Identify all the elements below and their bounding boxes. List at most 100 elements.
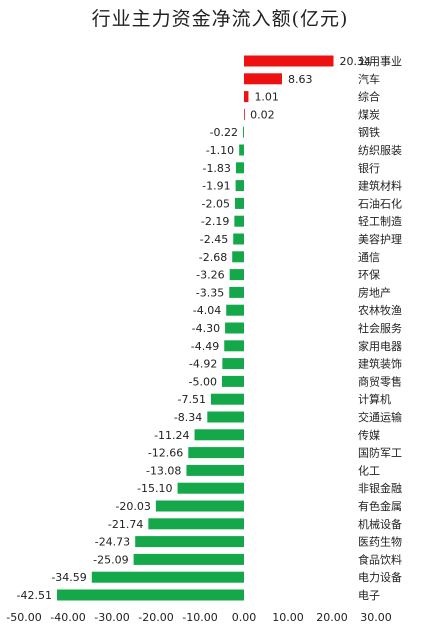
category-label: 环保: [358, 268, 380, 282]
category-label: 石油石化: [358, 196, 402, 210]
category-label: 房地产: [358, 285, 391, 299]
bar: [222, 375, 244, 387]
category-label: 农林牧渔: [358, 303, 402, 317]
category-label: 银行: [358, 161, 380, 175]
x-tick-label: -40.00: [50, 611, 85, 624]
data-label: 0.02: [250, 108, 275, 121]
category-label: 社会服务: [358, 321, 402, 335]
x-tick-label: -20.00: [138, 611, 173, 624]
category-label: 食品饮料: [358, 552, 402, 566]
data-label: -5.00: [189, 375, 217, 388]
bar: [56, 589, 245, 601]
bar: [235, 162, 244, 174]
data-label: -3.35: [196, 286, 224, 299]
category-label: 医药生物: [358, 535, 402, 549]
data-label: -21.74: [108, 518, 143, 531]
bar: [210, 393, 244, 405]
bar: [244, 55, 334, 67]
category-label: 机械设备: [358, 517, 402, 531]
data-label: -4.49: [191, 340, 219, 353]
bar: [232, 251, 244, 263]
bar: [225, 322, 244, 334]
bar: [133, 553, 244, 565]
bar: [239, 144, 244, 156]
data-label: -12.66: [148, 447, 183, 460]
bar: [91, 571, 244, 583]
x-tick-label: -10.00: [182, 611, 217, 624]
data-label: -3.26: [196, 269, 224, 282]
bar: [244, 108, 245, 120]
category-label: 美容护理: [358, 232, 402, 246]
data-label: 1.01: [254, 91, 279, 104]
category-label: 煤炭: [358, 108, 380, 121]
data-label: -8.34: [174, 411, 202, 424]
bar: [188, 447, 244, 459]
data-label: -34.59: [51, 571, 86, 584]
x-tick-label: 10.00: [272, 611, 304, 624]
data-label: -2.45: [200, 233, 228, 246]
bar: [234, 215, 244, 227]
category-label: 轻工制造: [358, 214, 402, 228]
category-label: 综合: [358, 90, 380, 104]
bar: [229, 269, 244, 281]
category-label: 建筑材料: [358, 179, 402, 193]
data-label: 8.63: [288, 73, 313, 86]
bar: [224, 340, 244, 352]
bar: [244, 73, 282, 85]
x-tick-label: 20.00: [316, 611, 348, 624]
data-label: -4.92: [189, 358, 217, 371]
category-label: 有色金属: [358, 499, 402, 513]
data-label: -1.83: [202, 162, 230, 175]
x-tick-label: -30.00: [94, 611, 129, 624]
data-label: -1.91: [202, 180, 230, 193]
data-label: -4.04: [193, 304, 221, 317]
category-label: 家用电器: [358, 339, 402, 353]
bar: [234, 197, 244, 209]
data-label: -25.09: [93, 553, 128, 566]
bar: [148, 518, 244, 530]
data-label: -24.73: [95, 536, 130, 549]
data-label: -4.30: [192, 322, 220, 335]
x-tick-label: -50.00: [6, 611, 41, 624]
data-label: -2.05: [202, 197, 230, 210]
data-label: -1.10: [206, 144, 234, 157]
category-label: 建筑装饰: [358, 357, 402, 371]
bar: [226, 304, 244, 316]
category-label: 计算机: [358, 392, 391, 406]
category-label: 电力设备: [358, 570, 402, 584]
bar: [243, 126, 244, 138]
data-label: -42.51: [16, 589, 51, 602]
data-label: -7.51: [177, 393, 205, 406]
category-label: 通信: [358, 251, 380, 264]
data-label: -2.68: [199, 251, 227, 264]
category-label: 交通运输: [358, 410, 402, 424]
bar: [235, 180, 244, 192]
data-label: -20.03: [115, 500, 150, 513]
bar: [186, 464, 244, 476]
bar: [233, 233, 244, 245]
data-label: -11.24: [154, 429, 189, 442]
bar: [244, 91, 249, 103]
category-label: 公用事业: [358, 55, 402, 68]
category-label: 商贸零售: [358, 374, 402, 388]
bar: [207, 411, 244, 423]
bar: [155, 500, 244, 512]
category-label: 非银金融: [358, 481, 402, 495]
data-label: -15.10: [137, 482, 172, 495]
bar: [177, 482, 244, 494]
data-label: -2.19: [201, 215, 229, 228]
category-label: 化工: [358, 463, 380, 477]
category-label: 钢铁: [358, 126, 380, 139]
data-label: 20.34: [339, 55, 371, 68]
category-label: 纺织服装: [358, 143, 402, 157]
category-label: 汽车: [358, 72, 380, 86]
category-label: 传媒: [358, 429, 380, 442]
bar: [194, 429, 244, 441]
data-label: -0.22: [210, 126, 238, 139]
bar: [229, 286, 244, 298]
bar: [135, 536, 244, 548]
chart-title: 行业主力资金净流入额(亿元): [91, 8, 349, 30]
category-label: 电子: [358, 589, 380, 602]
